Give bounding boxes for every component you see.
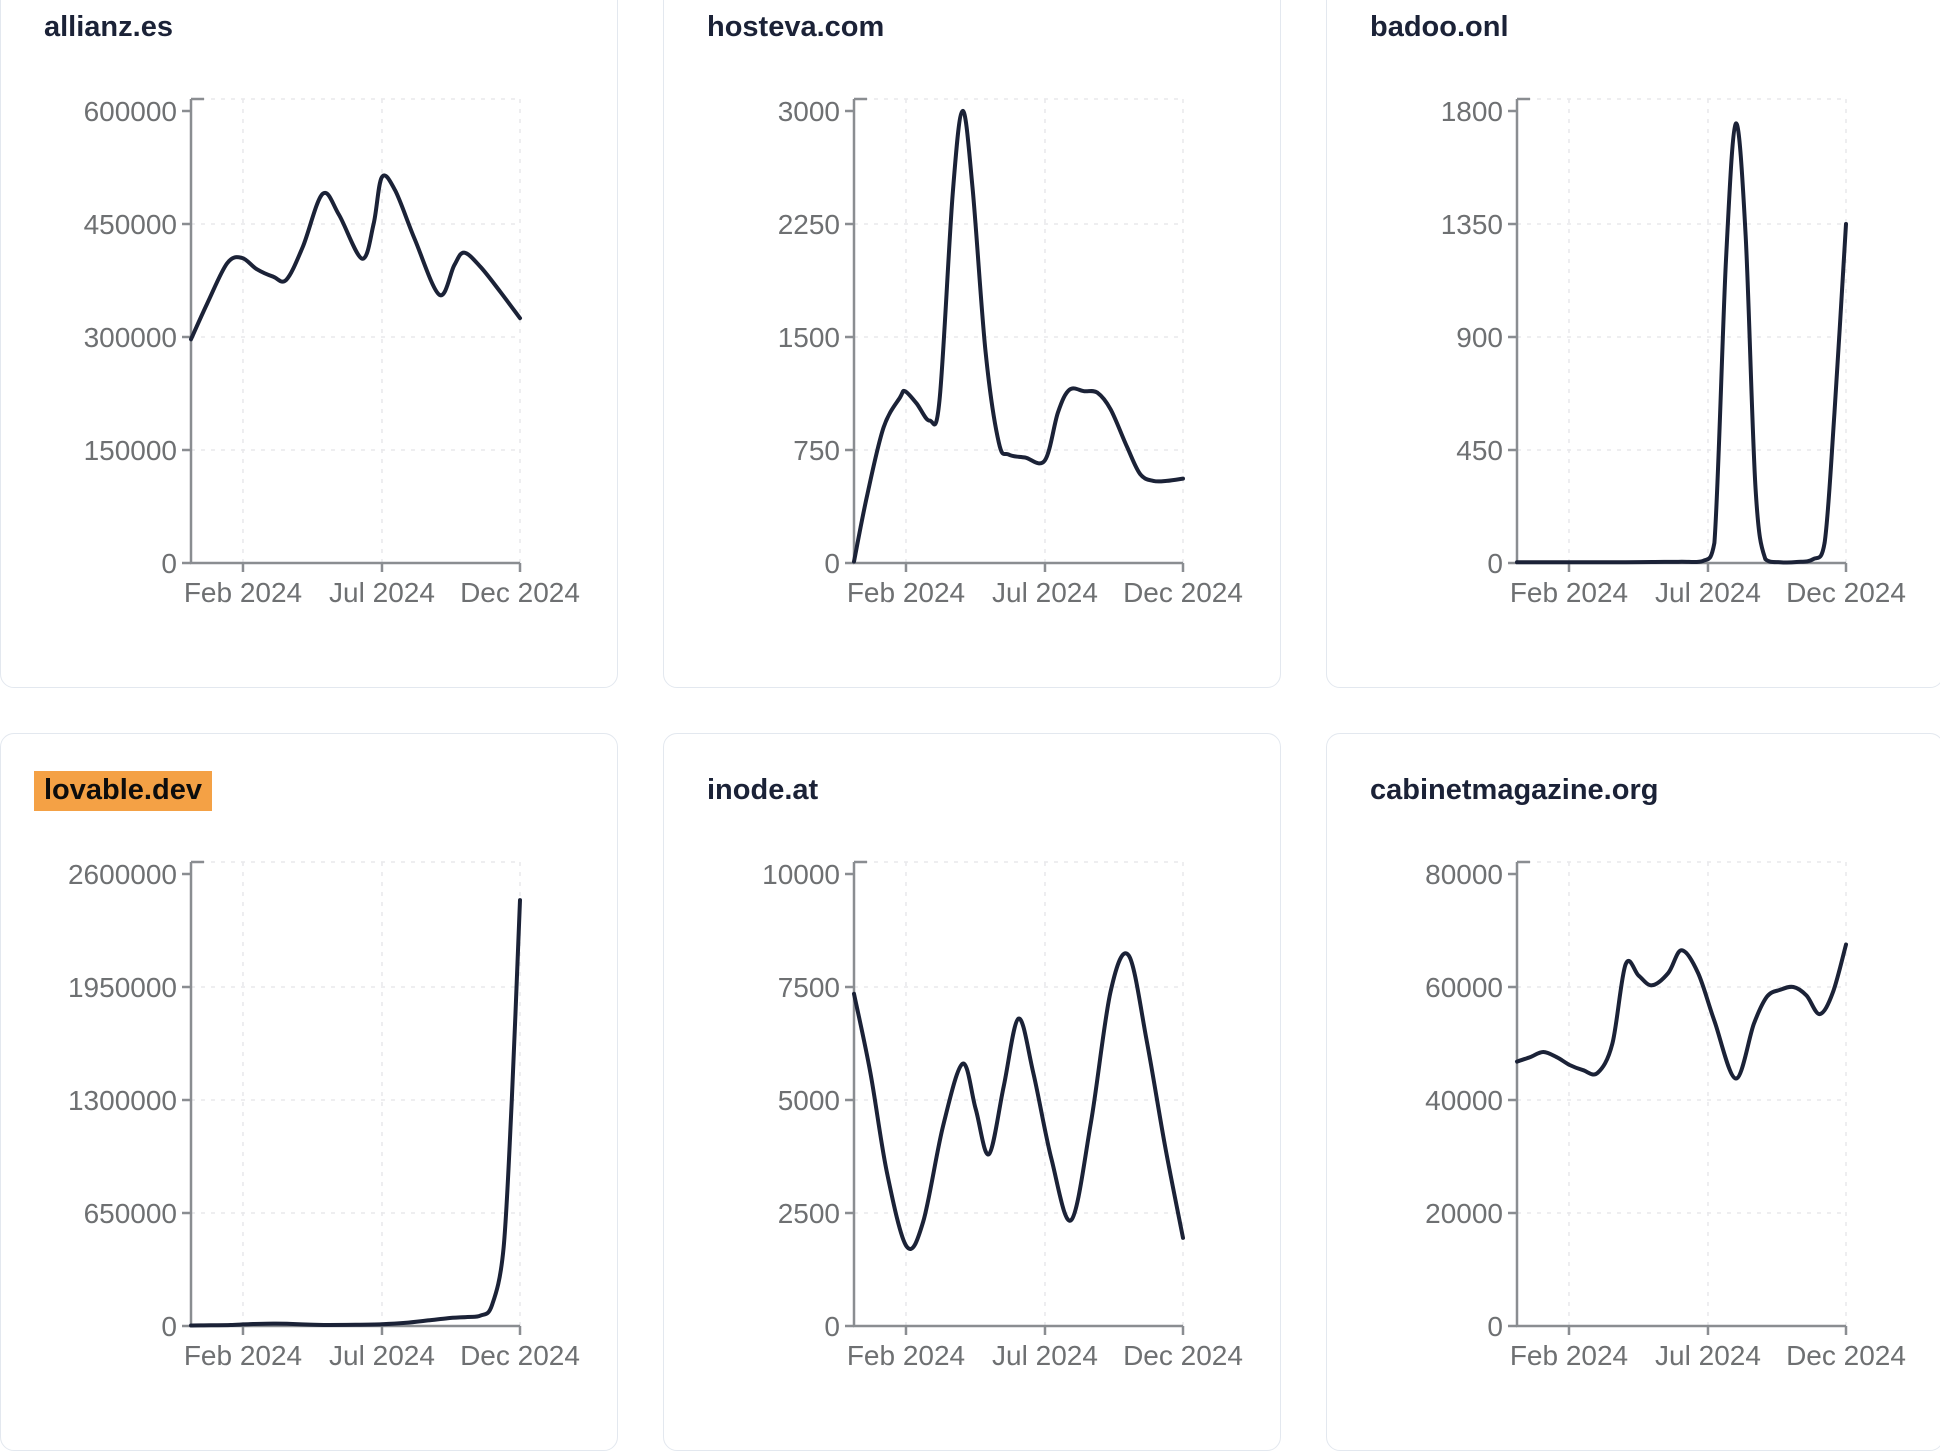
chart-card: badoo.onl 1800 1350 900 450 0 Feb 2024 Jul 202… bbox=[1326, 0, 1940, 688]
y-axis-tick-label: 2250 bbox=[778, 209, 840, 240]
x-axis-tick-label: Jul 2024 bbox=[329, 577, 435, 608]
axes bbox=[182, 860, 522, 1335]
x-axis-tick-label: Feb 2024 bbox=[1510, 1340, 1628, 1371]
x-axis-tick-label: Dec 2024 bbox=[460, 1340, 580, 1371]
chart-title: cabinetmagazine.org bbox=[1370, 774, 1658, 807]
axes bbox=[845, 860, 1185, 1335]
chart-card: lovable.dev 2600000 1950000 1300000 650000 0… bbox=[0, 733, 618, 1451]
y-axis-tick-label: 2600000 bbox=[68, 859, 177, 890]
x-axis-tick-label: Dec 2024 bbox=[1123, 577, 1243, 608]
y-axis-tick-label: 2500 bbox=[778, 1198, 840, 1229]
domain-label: inode.at bbox=[707, 774, 819, 806]
y-axis-tick-label: 3000 bbox=[778, 96, 840, 127]
x-axis-tick-label: Feb 2024 bbox=[847, 577, 965, 608]
y-axis-tick-label: 1950000 bbox=[68, 972, 177, 1003]
gridlines bbox=[1517, 861, 1847, 1326]
y-axis-tick-label: 40000 bbox=[1425, 1085, 1503, 1116]
y-axis-tick-label: 5000 bbox=[778, 1085, 840, 1116]
axes bbox=[845, 97, 1185, 572]
axes bbox=[1508, 860, 1848, 1335]
y-axis-tick-label: 450 bbox=[1456, 435, 1503, 466]
y-axis-tick-label: 0 bbox=[161, 548, 177, 579]
data-line bbox=[189, 898, 522, 1328]
data-line bbox=[1515, 942, 1848, 1081]
domain-label: hosteva.com bbox=[707, 11, 885, 43]
x-axis-tick-label: Dec 2024 bbox=[460, 577, 580, 608]
data-line bbox=[852, 108, 1185, 564]
y-axis-tick-label: 150000 bbox=[84, 435, 177, 466]
y-axis-tick-label: 7500 bbox=[778, 972, 840, 1003]
y-axis-tick-label: 0 bbox=[824, 548, 840, 579]
axes bbox=[182, 97, 522, 572]
y-axis-tick-label: 450000 bbox=[84, 209, 177, 240]
y-axis-tick-label: 0 bbox=[161, 1311, 177, 1342]
domain-label: allianz.es bbox=[44, 11, 173, 43]
gridlines bbox=[1517, 98, 1847, 563]
y-axis-tick-label: 750 bbox=[793, 435, 840, 466]
x-axis-tick-label: Dec 2024 bbox=[1786, 1340, 1906, 1371]
domain-label: badoo.onl bbox=[1370, 11, 1509, 43]
data-line bbox=[1515, 121, 1848, 565]
x-axis-tick-label: Feb 2024 bbox=[184, 577, 302, 608]
chart-title: lovable.dev bbox=[34, 771, 212, 811]
domain-label: cabinetmagazine.org bbox=[1370, 774, 1659, 806]
y-axis-tick-label: 600000 bbox=[84, 96, 177, 127]
data-line bbox=[189, 173, 522, 342]
y-axis-tick-label: 1300000 bbox=[68, 1085, 177, 1116]
x-axis-tick-label: Jul 2024 bbox=[1655, 577, 1761, 608]
x-axis-tick-label: Feb 2024 bbox=[184, 1340, 302, 1371]
x-axis-tick-label: Jul 2024 bbox=[992, 1340, 1098, 1371]
gridlines bbox=[854, 861, 1184, 1326]
y-axis-tick-label: 1350 bbox=[1441, 209, 1503, 240]
y-axis-tick-label: 900 bbox=[1456, 322, 1503, 353]
y-axis-tick-label: 300000 bbox=[84, 322, 177, 353]
data-line bbox=[852, 951, 1185, 1251]
x-axis-tick-label: Dec 2024 bbox=[1786, 577, 1906, 608]
x-axis-tick-label: Feb 2024 bbox=[847, 1340, 965, 1371]
x-axis-tick-label: Jul 2024 bbox=[1655, 1340, 1761, 1371]
y-axis-tick-label: 0 bbox=[1487, 548, 1503, 579]
y-axis-tick-label: 80000 bbox=[1425, 859, 1503, 890]
y-axis-tick-label: 1500 bbox=[778, 322, 840, 353]
x-axis-tick-label: Jul 2024 bbox=[329, 1340, 435, 1371]
chart-title: inode.at bbox=[707, 774, 818, 807]
chart-card: allianz.es 600000 450000 300000 150000 0 Feb … bbox=[0, 0, 618, 688]
y-axis-tick-label: 0 bbox=[824, 1311, 840, 1342]
gridlines bbox=[854, 98, 1184, 563]
y-axis-tick-label: 20000 bbox=[1425, 1198, 1503, 1229]
x-axis-tick-label: Dec 2024 bbox=[1123, 1340, 1243, 1371]
gridlines bbox=[191, 98, 521, 563]
chart-title: badoo.onl bbox=[1370, 11, 1509, 44]
y-axis-tick-label: 0 bbox=[1487, 1311, 1503, 1342]
chart-title: hosteva.com bbox=[707, 11, 884, 44]
chart-card: inode.at 10000 7500 5000 2500 0 Feb 2024 Jul 2… bbox=[663, 733, 1281, 1451]
x-axis-tick-label: Jul 2024 bbox=[992, 577, 1098, 608]
highlighted-domain-label: lovable.dev bbox=[34, 771, 212, 811]
gridlines bbox=[191, 861, 521, 1326]
y-axis-tick-label: 60000 bbox=[1425, 972, 1503, 1003]
chart-card: hosteva.com 3000 2250 1500 750 0 Feb 2024 Jul … bbox=[663, 0, 1281, 688]
y-axis-tick-label: 10000 bbox=[762, 859, 840, 890]
y-axis-tick-label: 650000 bbox=[84, 1198, 177, 1229]
chart-title: allianz.es bbox=[44, 11, 173, 44]
y-axis-tick-label: 1800 bbox=[1441, 96, 1503, 127]
x-axis-tick-label: Feb 2024 bbox=[1510, 577, 1628, 608]
axes bbox=[1508, 97, 1848, 572]
chart-card: cabinetmagazine.org 80000 60000 40000 20000… bbox=[1326, 733, 1940, 1451]
